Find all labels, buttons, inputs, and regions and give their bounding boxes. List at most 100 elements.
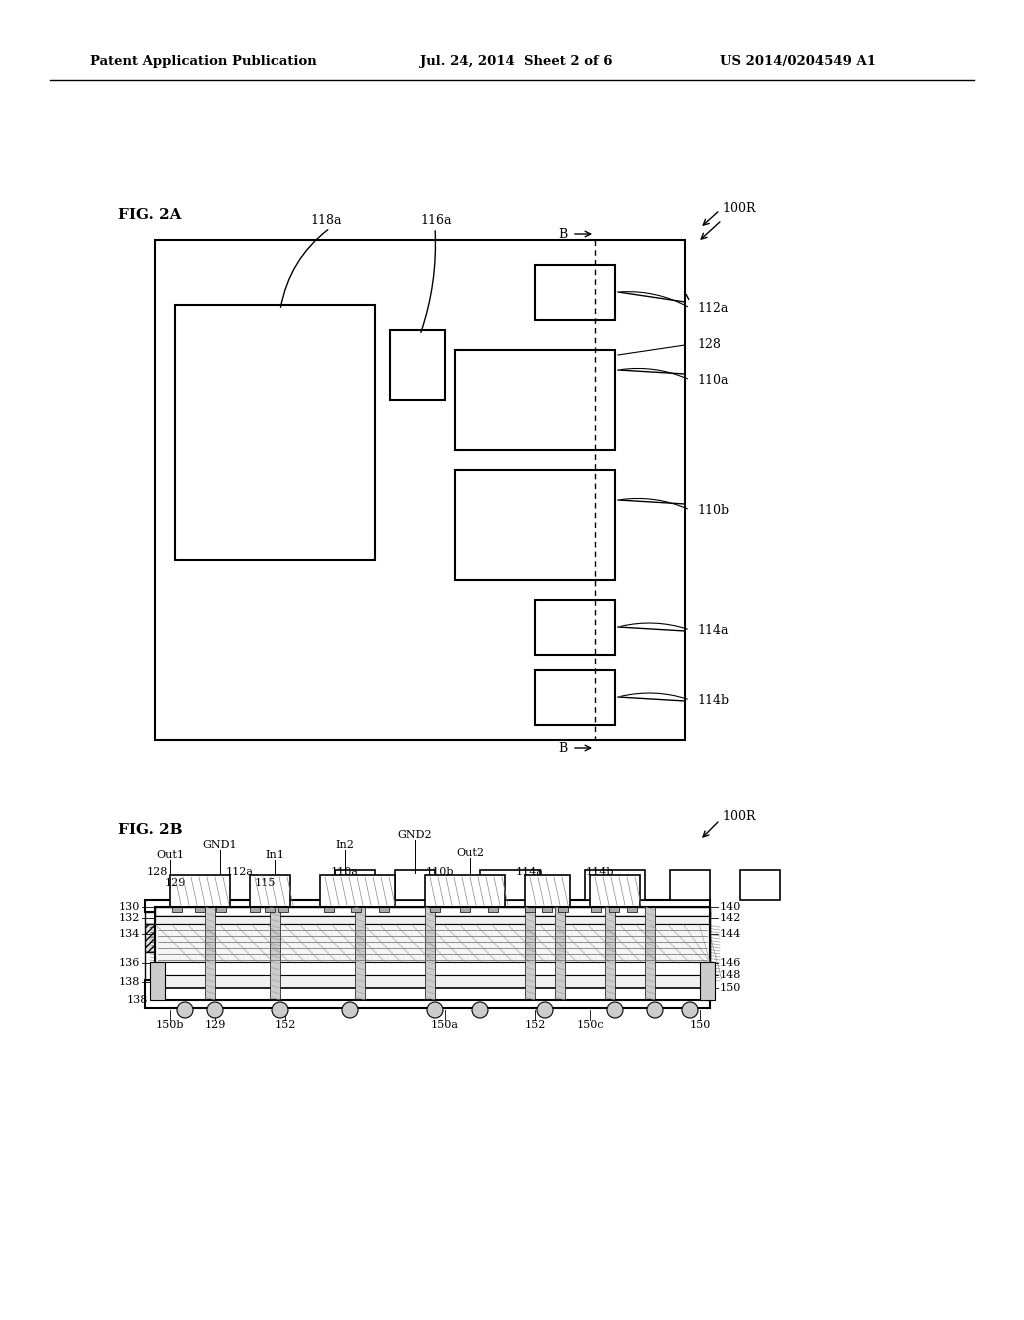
Text: 129: 129	[164, 878, 185, 888]
Text: 150b: 150b	[156, 1020, 184, 1030]
Circle shape	[177, 1002, 193, 1018]
Bar	[155, 962, 710, 975]
Bar	[324, 907, 334, 912]
Text: 110a: 110a	[331, 867, 359, 876]
Bar	[335, 870, 375, 900]
Bar	[700, 962, 715, 1001]
Text: 100R: 100R	[722, 202, 756, 214]
Text: 152: 152	[524, 1020, 546, 1030]
Bar	[558, 907, 568, 912]
Bar	[150, 962, 165, 1001]
Bar	[525, 907, 535, 1001]
Bar	[455, 350, 615, 450]
Text: US 2014/0204549 A1: US 2014/0204549 A1	[720, 55, 876, 69]
Bar	[319, 875, 395, 907]
Text: 128: 128	[146, 867, 168, 876]
Bar	[170, 875, 230, 907]
Text: Jul. 24, 2014  Sheet 2 of 6: Jul. 24, 2014 Sheet 2 of 6	[420, 55, 612, 69]
Bar	[542, 907, 552, 912]
Text: 128: 128	[697, 338, 721, 351]
Circle shape	[272, 1002, 288, 1018]
Bar	[205, 907, 215, 1001]
Text: 118a: 118a	[310, 214, 341, 227]
Bar	[155, 987, 710, 1001]
Bar	[155, 907, 710, 916]
Bar	[278, 907, 288, 912]
Bar	[535, 265, 615, 319]
Text: 152: 152	[274, 1020, 296, 1030]
Text: B: B	[558, 742, 567, 755]
Circle shape	[607, 1002, 623, 1018]
Text: 142: 142	[720, 913, 741, 923]
Text: 112a: 112a	[697, 301, 728, 314]
Text: In2: In2	[336, 840, 354, 850]
Bar	[155, 916, 710, 924]
Bar	[591, 907, 601, 912]
Bar	[145, 924, 710, 952]
Text: 150c: 150c	[577, 1020, 604, 1030]
Bar	[155, 240, 685, 741]
Bar	[627, 907, 637, 912]
Text: FIG. 2B: FIG. 2B	[118, 822, 182, 837]
Text: 138: 138	[119, 977, 140, 987]
Bar	[172, 907, 182, 912]
Text: 144: 144	[720, 929, 741, 939]
Bar	[155, 924, 710, 962]
Bar	[645, 907, 655, 1001]
Text: 110a: 110a	[697, 374, 728, 387]
Bar	[250, 875, 290, 907]
Bar	[355, 907, 365, 1001]
Bar	[155, 975, 710, 987]
Text: 100R: 100R	[722, 810, 756, 824]
Text: 132: 132	[119, 913, 140, 923]
Bar	[395, 870, 435, 900]
Text: 112a: 112a	[226, 867, 254, 876]
Circle shape	[207, 1002, 223, 1018]
Bar	[525, 907, 535, 912]
Bar	[175, 305, 375, 560]
Text: 114a: 114a	[516, 867, 544, 876]
Bar	[195, 907, 205, 912]
Bar	[425, 907, 435, 1001]
Circle shape	[427, 1002, 443, 1018]
Text: 114a: 114a	[697, 623, 728, 636]
Text: B: B	[558, 227, 567, 240]
Text: Out1: Out1	[156, 850, 184, 861]
Bar	[351, 907, 361, 912]
Bar	[145, 979, 710, 1008]
Circle shape	[647, 1002, 663, 1018]
Bar	[525, 875, 570, 907]
Text: 114b: 114b	[697, 693, 729, 706]
Bar	[145, 912, 710, 924]
Bar	[590, 875, 640, 907]
Text: 136: 136	[119, 958, 140, 968]
Bar	[390, 330, 445, 400]
Text: 110b: 110b	[697, 503, 729, 516]
Text: 116a: 116a	[420, 214, 452, 227]
Bar	[535, 601, 615, 655]
Text: 140: 140	[720, 902, 741, 912]
Bar	[609, 907, 618, 912]
Bar	[425, 875, 505, 907]
Text: 110b: 110b	[426, 867, 455, 876]
Bar	[270, 907, 280, 1001]
Text: 150a: 150a	[431, 1020, 459, 1030]
Text: Patent Application Publication: Patent Application Publication	[90, 55, 316, 69]
Bar	[670, 870, 710, 900]
Text: GND2: GND2	[397, 830, 432, 840]
Text: 150: 150	[689, 1020, 711, 1030]
Text: 148: 148	[720, 970, 741, 979]
Text: 146: 146	[720, 958, 741, 968]
Text: 130: 130	[119, 902, 140, 912]
Bar	[216, 907, 226, 912]
Text: 129: 129	[205, 1020, 225, 1030]
Bar	[740, 870, 780, 900]
Bar	[480, 870, 540, 900]
Bar	[250, 907, 260, 912]
Bar	[145, 900, 710, 912]
Circle shape	[682, 1002, 698, 1018]
Circle shape	[342, 1002, 358, 1018]
Bar	[460, 907, 470, 912]
Bar	[379, 907, 389, 912]
Bar	[455, 470, 615, 579]
